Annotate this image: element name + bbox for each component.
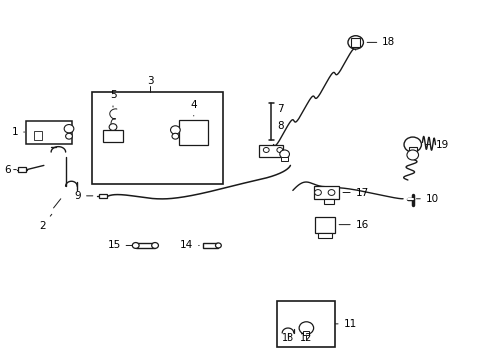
Text: 13: 13 <box>281 333 294 343</box>
Bar <box>408 147 416 154</box>
Bar <box>259 145 282 157</box>
Bar <box>350 38 359 47</box>
Bar <box>317 233 331 238</box>
Bar <box>314 217 334 233</box>
Text: 10: 10 <box>416 194 438 204</box>
Circle shape <box>215 243 221 248</box>
Bar <box>324 199 333 204</box>
Circle shape <box>109 124 117 130</box>
Circle shape <box>64 125 74 133</box>
Circle shape <box>299 322 313 334</box>
Bar <box>136 243 155 248</box>
Bar <box>280 157 288 161</box>
Text: 7: 7 <box>276 104 283 114</box>
Text: 6: 6 <box>4 165 16 175</box>
Circle shape <box>314 190 321 195</box>
Text: 12: 12 <box>300 333 312 343</box>
Circle shape <box>151 243 158 248</box>
Circle shape <box>172 133 179 139</box>
Text: 14: 14 <box>180 240 199 251</box>
Text: 18: 18 <box>366 37 395 48</box>
Bar <box>303 331 308 335</box>
Bar <box>34 131 42 140</box>
Bar <box>102 130 123 143</box>
Text: 15: 15 <box>107 240 132 251</box>
Circle shape <box>263 148 268 153</box>
Text: 3: 3 <box>146 76 153 86</box>
Circle shape <box>406 150 418 160</box>
Text: 16: 16 <box>339 220 368 230</box>
Text: 5: 5 <box>109 90 116 107</box>
Text: 4: 4 <box>190 100 197 116</box>
Bar <box>179 120 208 145</box>
Circle shape <box>403 137 421 152</box>
Text: 8: 8 <box>276 121 283 131</box>
Bar <box>18 167 26 172</box>
Bar <box>203 243 218 248</box>
Circle shape <box>65 133 72 139</box>
Text: 2: 2 <box>39 214 52 231</box>
Bar <box>26 121 72 144</box>
Text: 1: 1 <box>12 127 24 137</box>
Bar <box>277 301 335 347</box>
Bar <box>99 194 106 198</box>
Bar <box>313 186 339 199</box>
Text: 11: 11 <box>335 319 356 329</box>
Circle shape <box>170 126 180 134</box>
Circle shape <box>276 148 282 153</box>
Text: 19: 19 <box>425 140 448 149</box>
Circle shape <box>347 36 363 49</box>
Text: 9: 9 <box>74 191 93 201</box>
Circle shape <box>327 190 334 195</box>
Bar <box>92 93 223 184</box>
Circle shape <box>279 150 289 158</box>
Circle shape <box>132 243 139 248</box>
Text: 17: 17 <box>342 188 368 198</box>
